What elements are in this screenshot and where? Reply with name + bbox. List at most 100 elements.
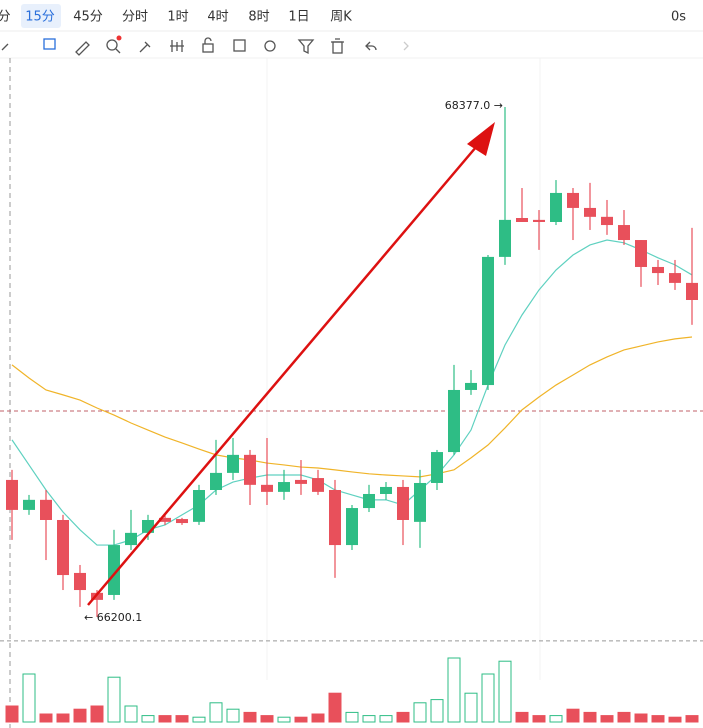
tool [204,37,212,44]
volume-bar [175,715,189,723]
tool [75,41,90,56]
volume-bar [379,715,393,723]
tool-badge [116,35,122,41]
volume-bar [600,715,614,723]
moving-average [11,336,693,478]
volume-bar [5,705,19,723]
trend-arrow [87,139,483,606]
volume-bar [107,676,121,723]
interval-tab[interactable]: 4时 [207,10,228,25]
low-label: ← 66200.1 [84,611,142,624]
tool [43,38,56,50]
volume-bar [566,708,580,723]
toolbar [0,0,703,30]
candle-body [550,192,562,222]
candle-body [533,219,545,222]
interval-bar: 分 15分 45分 分时 1时 4时 8时 1日 周K [0,10,352,25]
tool [331,38,344,43]
candle-body [159,517,171,522]
interval-tab[interactable]: 1日 [288,10,309,25]
candle-body [380,486,392,494]
candle-body [125,532,137,546]
volume-bar [243,711,257,723]
tool [202,43,214,53]
volume-bar [464,692,478,723]
candle-body [278,482,290,492]
volume-bar [22,673,36,723]
volume-bar [124,705,138,723]
candle-body [210,472,222,491]
candle-body [227,454,239,473]
volume-bar [141,715,155,723]
interval-tab[interactable]: 15分 [25,10,55,25]
candle-body [584,207,596,217]
volume-bar [90,705,104,723]
moving-average [11,239,693,546]
volume-bar [39,713,53,723]
candle-body [6,479,18,510]
volume-bar [328,692,342,723]
volume-bar [447,657,461,723]
candle-body [482,256,494,386]
draw-tools [1,35,409,56]
candle-body [74,572,86,591]
volume-bar [549,715,563,723]
interval-tab[interactable]: 分时 [122,10,148,25]
volume-bar [685,715,699,723]
tool [332,41,343,54]
interval-tab[interactable]: 1时 [167,10,188,25]
candle-body [397,486,409,520]
candle-body [261,484,273,492]
candle-body [499,219,511,257]
candle-body [346,508,358,546]
candle-body [601,216,613,226]
candle-body [618,225,630,241]
candle-body [108,545,120,595]
tool [264,40,276,52]
volume-bar [345,711,359,723]
volume-bar [396,711,410,723]
candle-body [414,482,426,522]
tool [233,39,246,52]
volume-bar [583,711,597,723]
volume-bar [73,708,87,723]
volume-bar [362,715,376,723]
volume-bar [192,716,206,723]
selected-bg [21,4,61,28]
tool [297,39,315,55]
volume-bar [634,713,648,723]
candle-body [193,490,205,522]
tool [170,40,184,52]
candle-body [363,493,375,509]
volume-bar [209,702,223,723]
countdown: 0s [671,10,686,25]
tool [106,39,118,51]
candle-body [448,389,460,453]
candle-body [465,382,477,390]
interval-tab[interactable]: 45分 [73,10,103,25]
candle-body [635,240,647,267]
candle-body [57,519,69,576]
interval-tab[interactable]: 分 [0,10,11,25]
volume-bar [617,711,631,723]
tool [115,48,121,54]
tool [365,41,377,51]
candle-body [686,282,698,301]
volume-bar [651,715,665,723]
candle-body [176,519,188,524]
volume-bar [498,660,512,723]
volume-bar [413,702,427,723]
candle-body [295,479,307,484]
volume-bar [294,716,308,723]
volume-bar [668,716,682,723]
volume-bar [158,715,172,723]
tool [403,41,409,51]
interval-tab[interactable]: 周K [330,10,352,25]
interval-tab[interactable]: 8时 [248,10,269,25]
tool [139,41,151,53]
candle-body [431,452,443,483]
candle-body [329,490,341,546]
candle-body [244,454,256,485]
